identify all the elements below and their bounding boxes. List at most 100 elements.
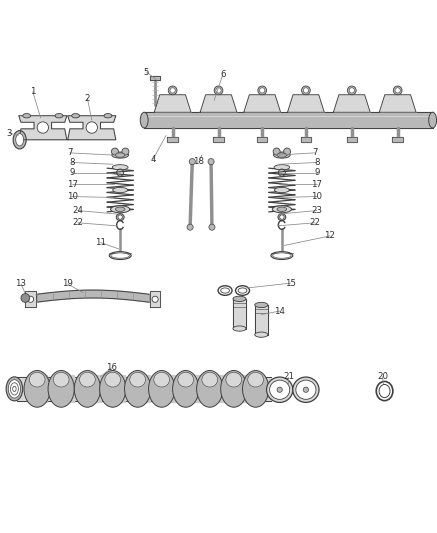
Circle shape bbox=[209, 224, 215, 230]
Text: 1: 1 bbox=[30, 87, 35, 96]
Polygon shape bbox=[115, 375, 125, 402]
Polygon shape bbox=[392, 136, 403, 142]
Ellipse shape bbox=[273, 253, 291, 258]
Ellipse shape bbox=[379, 384, 390, 398]
Ellipse shape bbox=[74, 370, 101, 407]
Polygon shape bbox=[257, 136, 267, 142]
Ellipse shape bbox=[72, 114, 80, 118]
Polygon shape bbox=[154, 95, 191, 112]
Circle shape bbox=[393, 86, 402, 95]
Circle shape bbox=[28, 296, 34, 302]
Circle shape bbox=[86, 122, 97, 133]
Text: 10: 10 bbox=[311, 192, 323, 201]
Polygon shape bbox=[28, 290, 157, 303]
Circle shape bbox=[284, 148, 291, 155]
Text: 4: 4 bbox=[150, 155, 156, 164]
Ellipse shape bbox=[115, 207, 125, 212]
Text: 17: 17 bbox=[311, 180, 323, 189]
Text: 23: 23 bbox=[311, 206, 323, 215]
Circle shape bbox=[208, 158, 214, 165]
Ellipse shape bbox=[429, 112, 437, 128]
Ellipse shape bbox=[6, 377, 23, 401]
Ellipse shape bbox=[53, 373, 69, 387]
Ellipse shape bbox=[178, 373, 194, 387]
Text: 18: 18 bbox=[193, 157, 205, 166]
Ellipse shape bbox=[112, 165, 128, 170]
Polygon shape bbox=[200, 95, 237, 112]
Circle shape bbox=[122, 148, 129, 155]
Text: 8: 8 bbox=[69, 158, 75, 167]
Ellipse shape bbox=[197, 370, 223, 407]
Circle shape bbox=[170, 88, 175, 93]
Ellipse shape bbox=[173, 370, 199, 407]
Ellipse shape bbox=[111, 253, 129, 258]
Ellipse shape bbox=[274, 188, 289, 192]
Circle shape bbox=[214, 86, 223, 95]
Text: 12: 12 bbox=[324, 231, 336, 240]
Text: 8: 8 bbox=[314, 158, 319, 167]
Circle shape bbox=[347, 86, 356, 95]
Ellipse shape bbox=[130, 373, 146, 387]
Polygon shape bbox=[244, 95, 281, 112]
Ellipse shape bbox=[154, 373, 170, 387]
Ellipse shape bbox=[55, 114, 63, 118]
Text: 5: 5 bbox=[144, 68, 149, 77]
Circle shape bbox=[258, 86, 267, 95]
Polygon shape bbox=[140, 375, 150, 402]
Circle shape bbox=[260, 88, 265, 93]
Polygon shape bbox=[347, 136, 357, 142]
Ellipse shape bbox=[112, 152, 128, 158]
Circle shape bbox=[302, 86, 310, 95]
Polygon shape bbox=[333, 95, 370, 112]
Ellipse shape bbox=[277, 207, 287, 212]
Text: 22: 22 bbox=[72, 219, 83, 227]
Text: 22: 22 bbox=[309, 219, 320, 227]
Polygon shape bbox=[213, 375, 224, 402]
Ellipse shape bbox=[140, 112, 148, 128]
Polygon shape bbox=[233, 299, 246, 328]
Ellipse shape bbox=[267, 377, 293, 402]
Polygon shape bbox=[255, 305, 268, 335]
Ellipse shape bbox=[125, 370, 151, 407]
Ellipse shape bbox=[111, 206, 130, 213]
Ellipse shape bbox=[80, 373, 95, 387]
Ellipse shape bbox=[104, 114, 112, 118]
Polygon shape bbox=[68, 116, 116, 140]
Polygon shape bbox=[239, 375, 249, 402]
Circle shape bbox=[111, 148, 118, 155]
Text: 9: 9 bbox=[69, 168, 75, 177]
Ellipse shape bbox=[274, 165, 290, 170]
Ellipse shape bbox=[105, 373, 121, 387]
Text: 13: 13 bbox=[15, 279, 27, 288]
Polygon shape bbox=[189, 375, 200, 402]
Ellipse shape bbox=[243, 370, 269, 407]
Polygon shape bbox=[167, 136, 178, 142]
Ellipse shape bbox=[233, 326, 246, 331]
Text: 17: 17 bbox=[66, 180, 78, 189]
Circle shape bbox=[303, 387, 309, 392]
Polygon shape bbox=[288, 95, 324, 112]
Ellipse shape bbox=[16, 134, 24, 146]
Circle shape bbox=[303, 88, 309, 93]
Ellipse shape bbox=[115, 153, 125, 157]
Ellipse shape bbox=[376, 382, 393, 401]
Text: 7: 7 bbox=[312, 148, 317, 157]
Text: 16: 16 bbox=[106, 364, 117, 373]
Polygon shape bbox=[25, 292, 36, 307]
Ellipse shape bbox=[238, 288, 247, 293]
Ellipse shape bbox=[236, 286, 250, 295]
Ellipse shape bbox=[13, 131, 26, 149]
Ellipse shape bbox=[221, 370, 247, 407]
Ellipse shape bbox=[293, 377, 319, 402]
Circle shape bbox=[273, 148, 280, 155]
Polygon shape bbox=[36, 375, 47, 402]
Polygon shape bbox=[90, 375, 101, 402]
Polygon shape bbox=[19, 116, 67, 140]
Ellipse shape bbox=[100, 370, 126, 407]
Ellipse shape bbox=[24, 370, 50, 407]
Polygon shape bbox=[301, 136, 311, 142]
Polygon shape bbox=[164, 375, 175, 402]
Ellipse shape bbox=[202, 373, 218, 387]
Polygon shape bbox=[150, 292, 160, 307]
Ellipse shape bbox=[118, 215, 122, 219]
